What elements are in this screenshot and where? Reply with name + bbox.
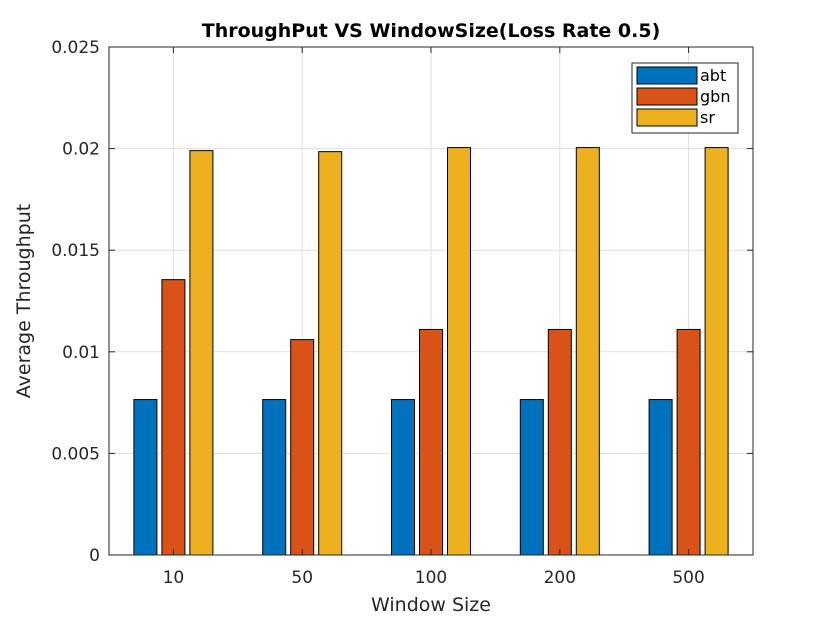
- bar-gbn-100: [419, 328, 443, 556]
- bar-abt-50: [262, 399, 287, 556]
- x-tick-label: 10: [163, 568, 185, 588]
- x-tick-label: 500: [672, 568, 704, 588]
- bar-sr-50: [318, 151, 343, 556]
- legend-label-gbn: gbn: [700, 87, 730, 106]
- legend-label-abt: abt: [700, 66, 726, 85]
- bar-abt-10: [133, 399, 158, 556]
- y-tick-label: 0.01: [62, 343, 100, 363]
- legend-swatch-abt: [636, 66, 698, 85]
- x-tick-label: 50: [291, 568, 313, 588]
- bar-gbn-500: [676, 328, 701, 556]
- legend-swatch-gbn: [636, 87, 698, 106]
- bar-abt-200: [519, 399, 544, 556]
- y-axis-label: Average Throughput: [13, 204, 35, 398]
- y-tick-label: 0.015: [51, 241, 100, 261]
- bar-gbn-10: [161, 279, 186, 556]
- x-axis-label: Window Size: [371, 594, 491, 616]
- bar-sr-10: [189, 150, 214, 556]
- bar-sr-100: [447, 147, 471, 556]
- x-tick-label: 200: [544, 568, 576, 588]
- x-tick-label: 100: [415, 568, 447, 588]
- y-tick-label: 0.025: [51, 38, 100, 58]
- chart-title: ThroughPut VS WindowSize(Loss Rate 0.5): [202, 20, 661, 42]
- legend: abt gbn sr: [631, 62, 739, 134]
- bar-sr-200: [575, 147, 600, 556]
- bar-gbn-200: [547, 328, 572, 556]
- y-tick-label: 0.005: [51, 444, 100, 464]
- legend-swatch-sr: [636, 108, 698, 127]
- y-tick-label: 0: [89, 546, 100, 566]
- bar-gbn-50: [290, 339, 315, 556]
- ticks: 0 0.005 0.01 0.015 0.02 0.025 10 50 100 200 500: [51, 38, 753, 588]
- y-tick-label: 0.02: [62, 140, 100, 160]
- legend-label-sr: sr: [700, 108, 715, 127]
- bar-abt-100: [391, 399, 415, 556]
- bar-sr-500: [704, 147, 729, 556]
- bars: [133, 147, 729, 556]
- bar-abt-500: [648, 399, 673, 556]
